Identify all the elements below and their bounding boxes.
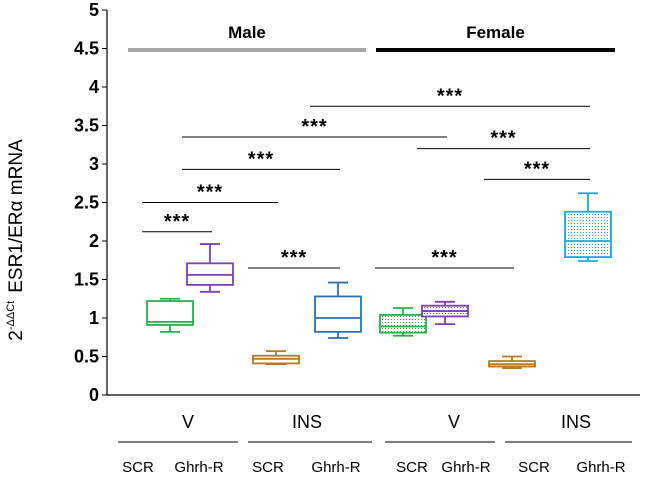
y-tick-label: 2.5: [74, 193, 99, 213]
significance-stars: ***: [164, 211, 190, 233]
y-tick-label: 4: [89, 77, 99, 97]
y-axis-label: 2-ΔΔCt ESR1/ERα mRNA: [5, 139, 27, 341]
treatment-label: INS: [292, 412, 322, 432]
y-tick-label: 3.5: [74, 116, 99, 136]
box-body: [146, 300, 194, 326]
box-body: [314, 295, 362, 333]
y-axis-label-superscript: -ΔΔCt: [5, 301, 17, 330]
treatment-label: INS: [561, 412, 591, 432]
box-plot-group: [314, 281, 362, 339]
significance-layer: *** *** *** *** *** *** *** *** ***: [142, 85, 590, 269]
y-axis-label-main: ESR1/ERα mRNA: [6, 139, 27, 293]
box-plot-group: [186, 243, 234, 293]
y-tick-label: 0: [89, 385, 99, 405]
y-tick-label: 5: [89, 0, 99, 20]
box-body: [379, 314, 427, 334]
axis-layer: 0 0.5 1 1.5 2 2.5 3 3.5 4 4.5 5: [74, 0, 640, 405]
genotype-label: Ghrh-R: [441, 459, 490, 476]
y-tick-label: 1: [89, 308, 99, 328]
box-body: [564, 210, 612, 259]
genotype-label: SCR: [252, 459, 284, 476]
y-tick-label: 0.5: [74, 347, 99, 367]
box-plot-group: [564, 192, 612, 262]
genotype-label: SCR: [396, 459, 428, 476]
genotype-label: Ghrh-R: [174, 459, 223, 476]
significance-stars: ***: [437, 85, 463, 107]
box-plot-group: [252, 350, 300, 366]
significance-stars: ***: [524, 158, 550, 180]
box-plot-group: [421, 300, 469, 326]
box-plot-group: [146, 297, 194, 333]
sex-group-label: Female: [466, 23, 525, 42]
y-tick-label: 2: [89, 231, 99, 251]
significance-stars: ***: [248, 148, 274, 170]
significance-stars: ***: [301, 116, 327, 138]
sex-group-label: Male: [228, 23, 266, 42]
box-plot-group: [379, 307, 427, 337]
treatment-label: V: [182, 412, 194, 432]
genotype-label: SCR: [122, 459, 154, 476]
y-tick-label: 4.5: [74, 39, 99, 59]
genotype-label: Ghrh-R: [576, 459, 625, 476]
significance-stars: ***: [281, 247, 307, 269]
genotype-label: SCR: [518, 459, 550, 476]
y-tick-label: 3: [89, 154, 99, 174]
boxes-layer: [146, 192, 612, 369]
y-axis-label-prefix: 2: [6, 330, 27, 341]
significance-stars: ***: [431, 247, 457, 269]
box-plot-group: [488, 355, 536, 369]
significance-stars: ***: [197, 182, 223, 204]
significance-stars: ***: [490, 128, 516, 150]
treatment-label: V: [448, 412, 460, 432]
genotype-label: Ghrh-R: [311, 459, 360, 476]
y-tick-label: 1.5: [74, 270, 99, 290]
